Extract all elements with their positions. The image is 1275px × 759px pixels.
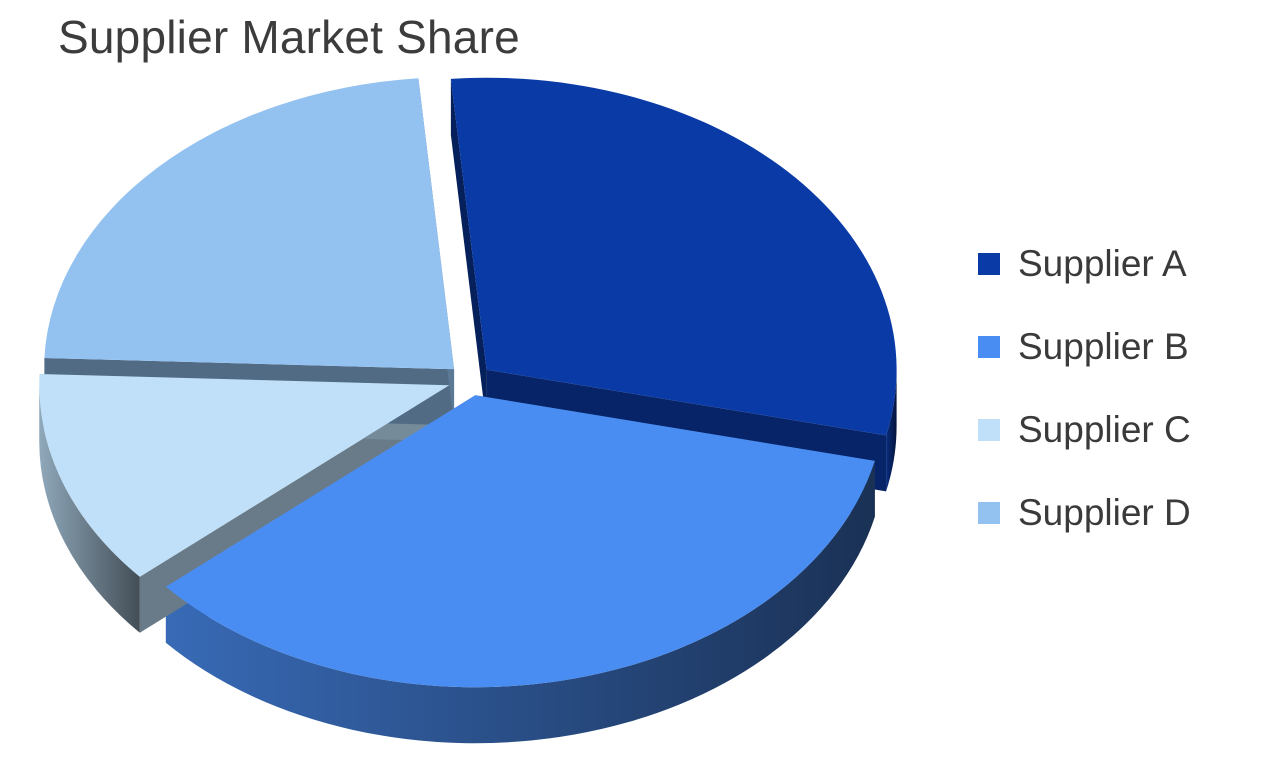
slice-supplier-b[interactable]	[165, 395, 875, 688]
legend-swatch-supplier-b	[978, 335, 1000, 358]
slice-rim-supplier-b	[165, 460, 875, 744]
slice-rim-supplier-a	[886, 369, 897, 492]
pie-tops	[39, 77, 897, 688]
slice-supplier-d[interactable]	[44, 78, 455, 370]
slice-wall-supplier-a	[450, 78, 487, 426]
legend-label-supplier-c: Supplier C	[1018, 408, 1191, 450]
legend-item-supplier-c[interactable]: Supplier C	[978, 388, 1258, 471]
slice-rim-supplier-c	[39, 385, 140, 633]
legend-label-supplier-d: Supplier D	[1018, 491, 1191, 533]
legend-item-supplier-d[interactable]: Supplier D	[978, 471, 1258, 554]
legend-swatch-supplier-c	[978, 418, 1000, 441]
slice-supplier-c[interactable]	[39, 373, 450, 577]
legend-label-supplier-a: Supplier A	[1018, 242, 1187, 284]
legend-swatch-supplier-d	[978, 501, 1000, 524]
legend-item-supplier-b[interactable]: Supplier B	[978, 305, 1258, 388]
legend-swatch-supplier-a	[978, 252, 1000, 275]
chart-title: Supplier Market Share	[58, 11, 520, 63]
legend: Supplier A Supplier B Supplier C Supplie…	[978, 222, 1258, 554]
legend-label-supplier-b: Supplier B	[1018, 325, 1189, 367]
legend-item-supplier-a[interactable]: Supplier A	[978, 222, 1258, 305]
slice-supplier-a[interactable]	[450, 77, 897, 436]
